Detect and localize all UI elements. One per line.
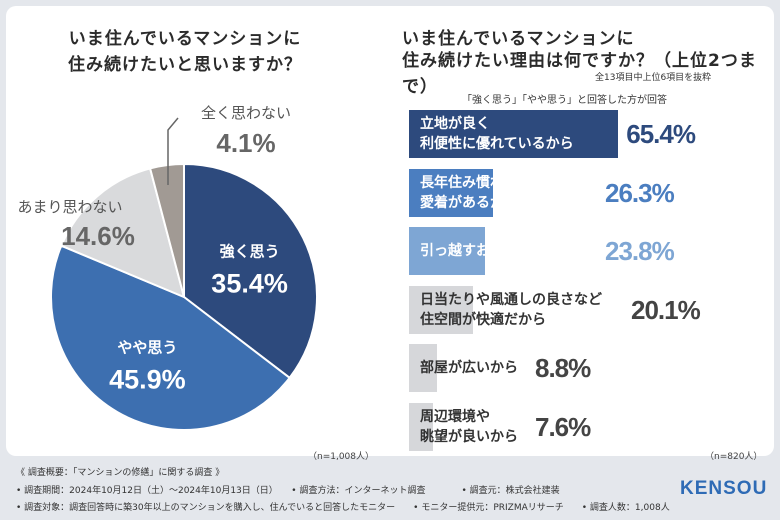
kensou-logo: KENSOU <box>680 478 768 499</box>
bar-label-1: 長年住み慣れた環境への 愛着があるから <box>420 174 574 211</box>
pie-n-label: （n=1,008人） <box>308 452 375 462</box>
pie-label-0: 強く思う <box>220 243 280 261</box>
pie-label-2: あまり思わない <box>17 198 122 216</box>
bar-question-note: 「強く思う」「やや思う」と回答した方が回答 <box>462 95 667 106</box>
pie-slice-not-at-all <box>148 162 185 298</box>
bar-label-2: 引っ越すお金がないから <box>420 243 574 259</box>
bar-label-3: 日当たりや風通しの良さなど 住空間が快適だから <box>420 291 602 328</box>
pie-slice-strong <box>183 162 318 380</box>
bar-value-4: 8.8% <box>535 353 591 383</box>
bar-value-1: 26.3% <box>605 177 675 208</box>
footer-survey-period: • 調査期間：2024年10月12日（土）〜2024年10月13日（日） • 調… <box>16 486 560 496</box>
footer-survey-heading: 《 調査概要：「マンションの修繕」に関する調査 》 <box>16 468 225 478</box>
bar-2 <box>409 227 486 275</box>
bar-n-label: （n=820人） <box>705 452 763 462</box>
pie-value-3: 4.1% <box>216 128 275 158</box>
bar-value-0: 65.4% <box>626 119 696 149</box>
bar-value-5: 7.6% <box>535 411 591 442</box>
bar-3 <box>409 285 474 334</box>
pie-slice-somewhat <box>50 244 292 431</box>
bar-0 <box>409 110 619 158</box>
pie-label-1: やや思う <box>117 338 177 356</box>
pie-value-2: 14.6% <box>61 221 135 251</box>
pie-leader-line <box>167 117 179 185</box>
bar-title-line2: 住み続けたい理由は何ですか？（上位2つまで） <box>402 51 757 97</box>
pie-title: いま住んでいるマンションに 住み続けたいと思いますか？ <box>68 29 302 75</box>
bar-value-2: 23.8% <box>605 236 675 266</box>
bar-title-line1: いま住んでいるマンションに <box>402 29 635 49</box>
bar-value-3: 20.1% <box>631 294 701 325</box>
footer-survey-target: • 調査対象：調査回答時に築30年以上のマンションを購入し、住んでいると回答した… <box>16 503 670 513</box>
bar-4 <box>409 344 438 392</box>
pie-slice-not-much <box>59 167 186 299</box>
bar-label-5: 周辺環境や 眺望が良いから <box>420 408 518 445</box>
bar-sub-note: 全13項目中上位6項目を抜粋 <box>595 73 712 83</box>
bar-1 <box>409 168 494 217</box>
bar-label-4: 部屋が広いから <box>420 360 518 376</box>
bar-label-0: 立地が良く 利便性に優れているから <box>420 116 574 152</box>
pie-value-0: 35.4% <box>211 269 288 299</box>
pie-label-3: 全く思わない <box>201 104 291 122</box>
pie-value-1: 45.9% <box>109 364 186 394</box>
bar-5 <box>409 402 434 451</box>
